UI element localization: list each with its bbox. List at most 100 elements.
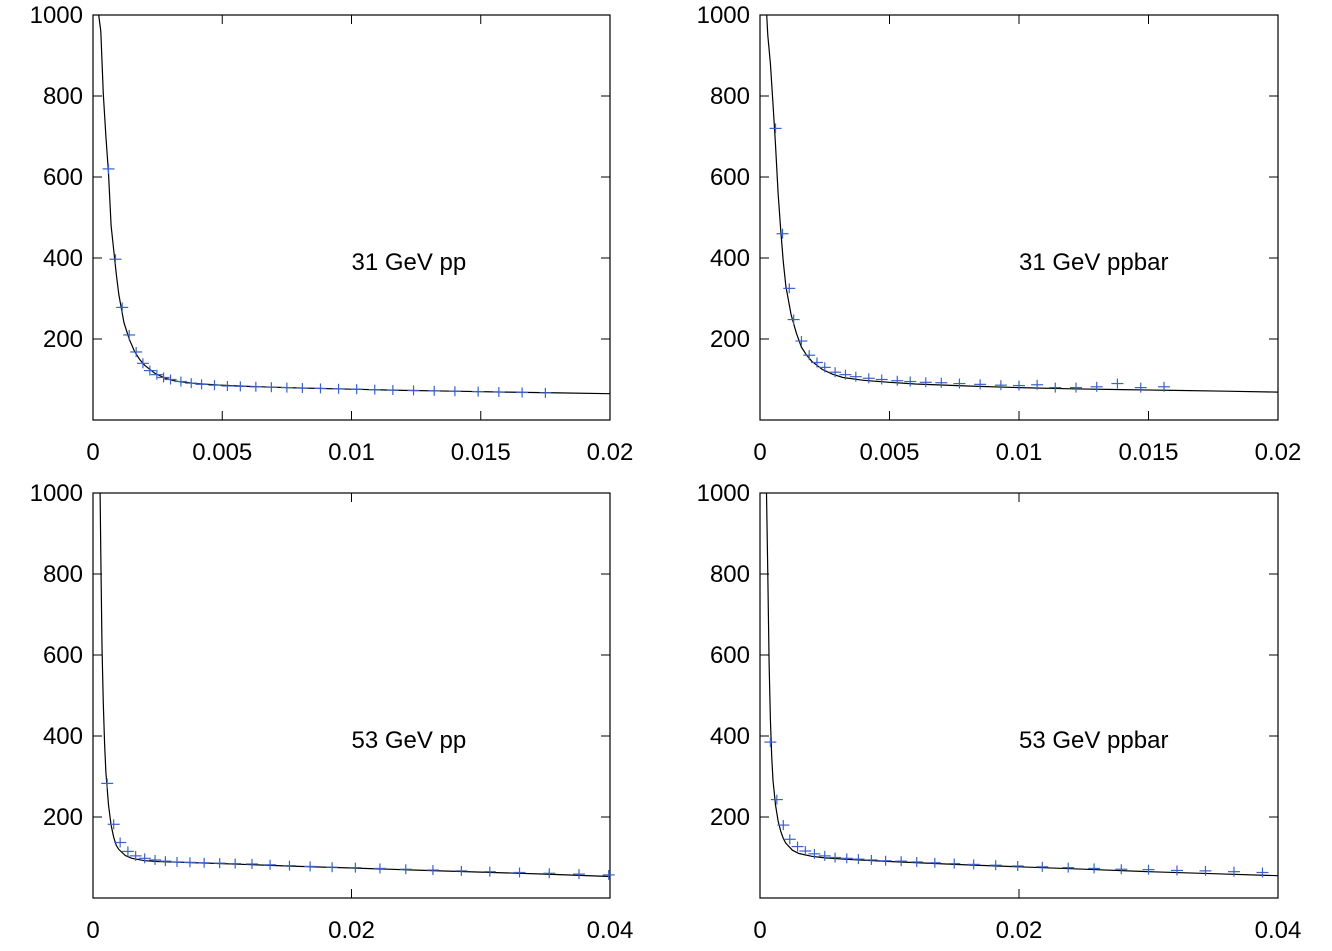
y-tick-label: 1000 bbox=[697, 2, 750, 29]
data-point bbox=[150, 369, 163, 380]
data-point bbox=[149, 854, 162, 865]
data-point bbox=[283, 860, 296, 871]
data-point bbox=[296, 383, 309, 394]
data-point bbox=[426, 865, 439, 876]
y-tick-label: 800 bbox=[710, 561, 750, 588]
data-point bbox=[572, 869, 585, 880]
data-point bbox=[602, 869, 615, 880]
data-point bbox=[974, 379, 987, 390]
data-point bbox=[492, 387, 505, 398]
fit-curve bbox=[765, 492, 1279, 877]
fit-curve bbox=[766, 14, 1279, 393]
data-point bbox=[183, 857, 196, 868]
data-point bbox=[483, 866, 496, 877]
x-tick-label: 0.005 bbox=[859, 439, 919, 466]
data-point bbox=[994, 380, 1007, 391]
data-point bbox=[1142, 864, 1155, 875]
data-point bbox=[455, 865, 468, 876]
x-tick-label: 0.02 bbox=[1255, 439, 1302, 466]
data-point bbox=[399, 864, 412, 875]
data-point bbox=[849, 371, 862, 382]
y-tick-label: 200 bbox=[43, 326, 83, 353]
y-tick-label: 200 bbox=[710, 804, 750, 831]
data-point bbox=[852, 854, 865, 865]
data-point bbox=[157, 372, 170, 383]
data-point bbox=[799, 846, 812, 857]
chart-panel-2: 200 400 600 800 1000 0 0.005 0.01 0.015 0.02 31 Ge… bbox=[697, 2, 1302, 466]
y-tick-label: 1000 bbox=[30, 2, 83, 29]
data-point bbox=[448, 386, 461, 397]
data-point bbox=[891, 375, 904, 386]
y-tick-label: 800 bbox=[43, 561, 83, 588]
y-tick-label: 200 bbox=[43, 804, 83, 831]
data-point bbox=[221, 380, 234, 391]
x-tick-label: 0 bbox=[86, 917, 99, 944]
data-point bbox=[543, 868, 556, 879]
plot-frame bbox=[759, 14, 1279, 421]
data-point bbox=[839, 369, 852, 380]
data-point bbox=[764, 737, 777, 748]
data-point bbox=[208, 380, 221, 391]
data-point bbox=[810, 357, 823, 368]
plot-frame bbox=[92, 492, 611, 899]
data-point bbox=[1090, 381, 1103, 392]
data-point bbox=[829, 852, 842, 863]
fit-curve bbox=[99, 492, 611, 878]
data-point bbox=[1011, 861, 1024, 872]
data-point bbox=[1036, 861, 1049, 872]
data-point bbox=[280, 382, 293, 393]
x-tick-label: 0.01 bbox=[328, 439, 375, 466]
data-point bbox=[121, 846, 134, 857]
y-tick-label: 600 bbox=[43, 642, 83, 669]
data-point bbox=[171, 856, 184, 867]
data-point bbox=[326, 862, 339, 873]
data-point bbox=[1111, 378, 1124, 389]
data-point bbox=[213, 858, 226, 869]
data-point bbox=[407, 385, 420, 396]
data-point bbox=[368, 384, 381, 395]
data-point bbox=[102, 163, 115, 174]
data-point bbox=[953, 378, 966, 389]
x-tick-label: 0.015 bbox=[1118, 439, 1178, 466]
data-point bbox=[332, 383, 345, 394]
data-point bbox=[174, 376, 187, 387]
data-point bbox=[776, 228, 789, 239]
data-point bbox=[1158, 381, 1171, 392]
y-tick-label: 200 bbox=[710, 326, 750, 353]
chart-panel-4: 200 400 600 800 1000 0 0.02 0.04 53 GeV ppbar bbox=[697, 480, 1302, 944]
data-point bbox=[865, 854, 878, 865]
data-point bbox=[159, 856, 172, 867]
data-point bbox=[910, 856, 923, 867]
y-tick-label: 600 bbox=[710, 642, 750, 669]
panel-annotation: 31 GeV pp bbox=[352, 249, 467, 276]
data-point bbox=[123, 329, 136, 340]
data-point bbox=[129, 850, 142, 861]
panel-annotation: 31 GeV ppbar bbox=[1019, 249, 1168, 276]
data-point bbox=[198, 857, 211, 868]
data-point bbox=[919, 377, 932, 388]
data-point bbox=[1199, 865, 1212, 876]
data-point bbox=[879, 855, 892, 866]
data-point bbox=[245, 858, 258, 869]
data-point bbox=[1134, 382, 1147, 393]
data-point bbox=[472, 386, 485, 397]
data-point bbox=[1013, 380, 1025, 391]
data-point bbox=[1049, 382, 1062, 393]
data-point bbox=[130, 346, 143, 357]
data-point bbox=[1031, 379, 1044, 390]
data-point bbox=[304, 861, 317, 872]
x-tick-label: 0.04 bbox=[1255, 917, 1302, 944]
data-point bbox=[1115, 864, 1128, 875]
data-point bbox=[791, 841, 804, 852]
data-point bbox=[164, 374, 177, 385]
x-tick-label: 0.04 bbox=[587, 917, 634, 944]
data-point bbox=[386, 385, 399, 396]
plot-frame bbox=[92, 14, 611, 421]
x-tick-label: 0.005 bbox=[192, 439, 252, 466]
x-tick-label: 0.02 bbox=[587, 439, 634, 466]
data-point bbox=[373, 863, 386, 874]
data-point bbox=[989, 860, 1002, 871]
x-tick-label: 0.02 bbox=[996, 917, 1043, 944]
data-point bbox=[314, 383, 327, 394]
fit-curve bbox=[98, 14, 611, 395]
